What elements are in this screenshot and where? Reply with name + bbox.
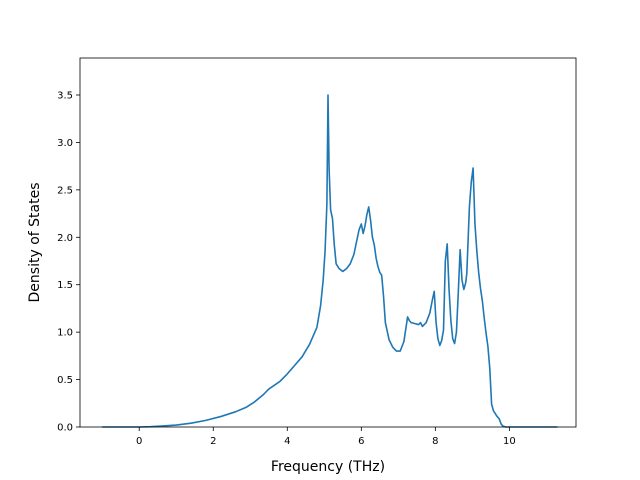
y-tick-label: 1.5 [57, 280, 73, 291]
y-tick-label: 1.0 [57, 328, 73, 339]
x-tick-label: 4 [284, 436, 290, 447]
y-tick-label: 2.0 [57, 233, 73, 244]
x-tick-label: 10 [503, 436, 516, 447]
x-tick-label: 2 [210, 436, 216, 447]
y-axis-label: Density of States [27, 183, 43, 303]
y-tick-label: 3.0 [57, 138, 73, 149]
y-tick-label: 3.5 [57, 91, 73, 102]
y-tick-label: 0.5 [57, 375, 73, 386]
x-tick-label: 8 [432, 436, 438, 447]
x-axis-label: Frequency (THz) [271, 459, 385, 475]
y-tick-label: 2.5 [57, 185, 73, 196]
x-tick-label: 0 [136, 436, 142, 447]
y-axis: 0.0 0.5 1.0 1.5 2.0 2.5 3.0 3.5 [57, 91, 80, 434]
y-tick-label: 0.0 [57, 423, 73, 434]
dos-series-line [102, 94, 558, 428]
x-tick-label: 6 [358, 436, 364, 447]
x-axis: 0 2 4 6 8 10 [136, 427, 516, 447]
series-layer [102, 94, 558, 428]
plot-frame [79, 57, 577, 428]
